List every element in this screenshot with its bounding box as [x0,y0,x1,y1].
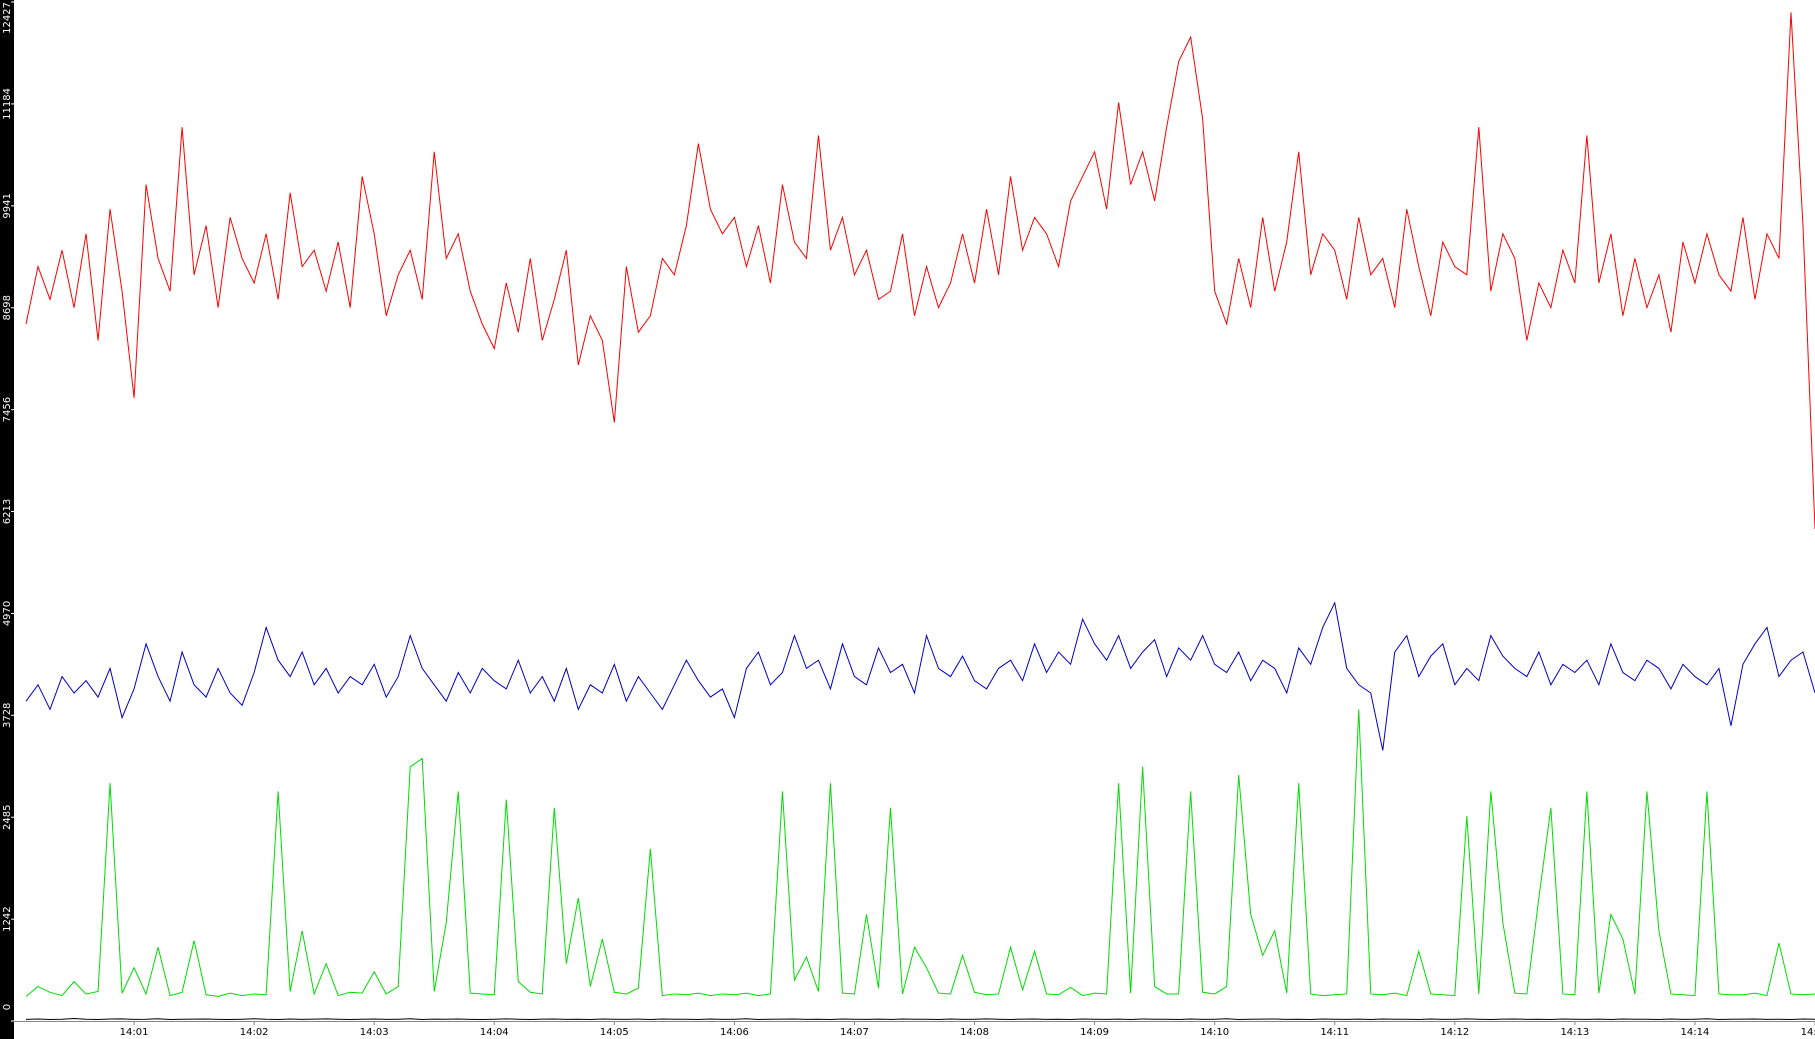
x-tick-label: 14:11 [1320,1027,1349,1038]
series-line [25,601,1815,751]
x-tick-label: 14:02 [240,1027,269,1038]
y-tick-label: 12427 [2,2,13,34]
x-tick-label: 14:07 [840,1027,869,1038]
x-tick-label: 14:15 [1801,1027,1815,1038]
y-tick-label: 1242 [2,906,13,931]
x-tick-label: 14:08 [960,1027,989,1038]
y-tick-label: 9941 [2,193,13,218]
x-tick-label: 14:04 [480,1027,509,1038]
y-tick-label: 7456 [2,397,13,422]
y-tick-label: 11184 [2,88,13,120]
x-tick-label: 14:01 [120,1027,149,1038]
x-tick-label: 14:09 [1080,1027,1109,1038]
x-tick-label: 14:10 [1200,1027,1229,1038]
y-axis-strip [0,0,14,1039]
x-tick-label: 14:05 [600,1027,629,1038]
series-line [25,709,1815,997]
y-tick-label: 3728 [2,703,13,728]
y-tick-label: 4970 [2,601,13,626]
x-tick-label: 14:12 [1440,1027,1469,1038]
y-tick-label: 6213 [2,499,13,524]
series-line [25,12,1815,530]
y-tick-label: 2485 [2,805,13,830]
x-tick-label: 14:13 [1560,1027,1589,1038]
series-line [25,1018,1815,1021]
y-tick-label: 8698 [2,295,13,320]
x-tick-label: 14:03 [360,1027,389,1038]
y-tick-label: 0 [2,1004,13,1010]
x-tick-label: 14:06 [720,1027,749,1038]
x-tick-label: 14:14 [1681,1027,1710,1038]
